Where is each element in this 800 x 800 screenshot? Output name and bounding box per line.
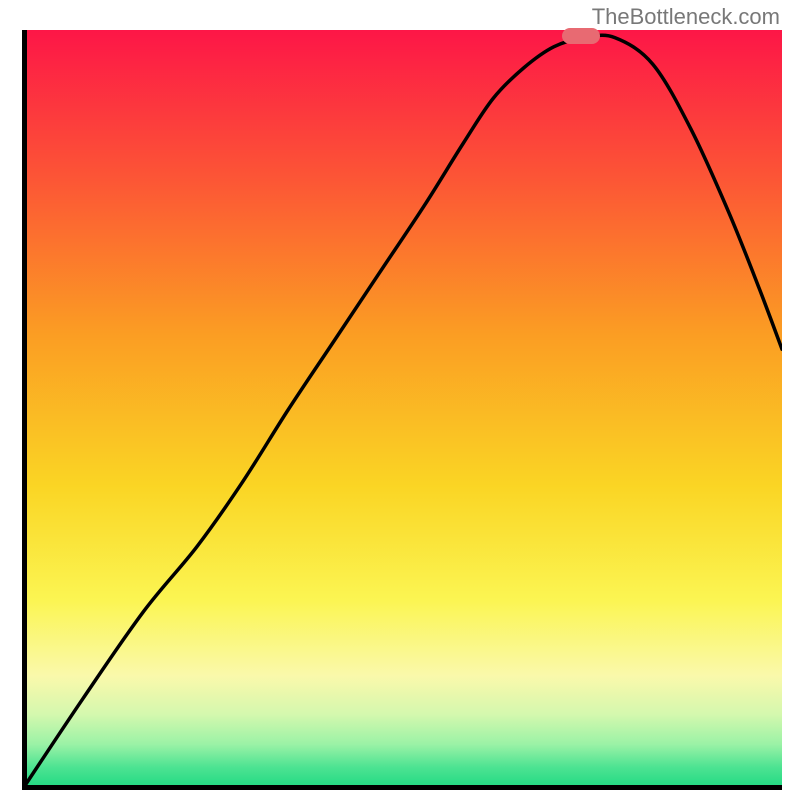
watermark-text: TheBottleneck.com [592,4,780,30]
optimum-marker [562,28,600,44]
chart-plot-area [22,30,782,790]
bottleneck-curve [22,30,782,790]
